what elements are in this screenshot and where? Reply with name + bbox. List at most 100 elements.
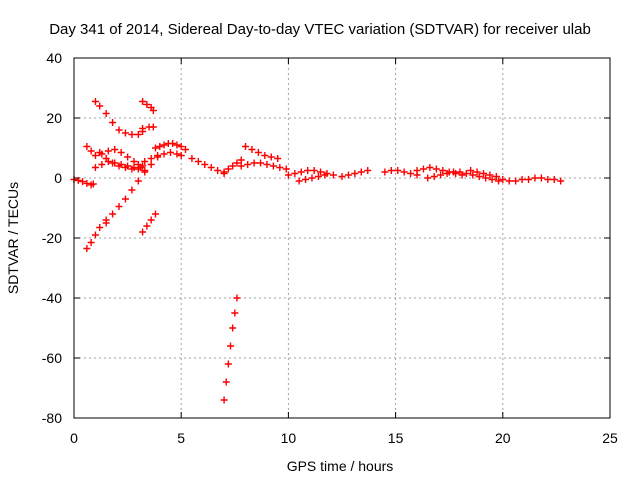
data-point xyxy=(557,177,565,185)
data-point xyxy=(166,149,174,156)
data-point xyxy=(149,123,157,131)
data-point xyxy=(419,165,427,173)
series-s03 xyxy=(102,153,162,224)
data-point xyxy=(141,167,149,174)
series-s10 xyxy=(139,210,159,236)
data-point xyxy=(134,177,142,185)
data-point xyxy=(525,176,533,183)
data-point xyxy=(344,171,352,179)
data-point xyxy=(531,174,539,182)
series-s02 xyxy=(83,219,110,252)
data-point xyxy=(173,150,181,158)
data-point xyxy=(207,164,215,171)
data-point xyxy=(134,131,142,138)
x-tick-label: 25 xyxy=(602,430,618,446)
data-point xyxy=(469,171,477,179)
data-point xyxy=(237,156,245,164)
data-point xyxy=(317,168,325,176)
data-point xyxy=(177,143,185,150)
data-point xyxy=(201,161,209,168)
series-s13 xyxy=(188,155,228,177)
data-point xyxy=(257,159,265,167)
data-point xyxy=(351,170,359,177)
data-point xyxy=(160,141,168,149)
data-point xyxy=(130,158,138,165)
data-point xyxy=(130,164,138,171)
data-point xyxy=(550,176,558,183)
data-point xyxy=(177,152,185,159)
series-s15 xyxy=(220,294,241,404)
data-point xyxy=(115,126,123,134)
data-point xyxy=(139,162,147,170)
y-tick-label: -60 xyxy=(42,350,62,366)
data-point xyxy=(147,155,155,162)
data-point xyxy=(492,173,500,180)
series-s16 xyxy=(242,143,282,162)
data-point xyxy=(499,176,507,183)
data-point xyxy=(141,158,149,165)
data-point xyxy=(482,174,490,182)
data-point xyxy=(231,309,239,317)
data-point xyxy=(430,173,438,180)
data-point xyxy=(147,161,155,168)
data-point xyxy=(357,168,365,176)
data-point xyxy=(121,129,129,137)
data-point xyxy=(480,170,488,177)
data-point xyxy=(321,171,329,179)
data-point xyxy=(308,174,316,182)
data-point xyxy=(102,216,110,224)
data-point xyxy=(134,161,142,168)
data-point xyxy=(269,162,277,170)
data-point xyxy=(276,164,284,171)
series-s06 xyxy=(139,98,157,114)
y-tick-label: 20 xyxy=(46,110,62,126)
data-point xyxy=(512,177,520,185)
data-point xyxy=(486,171,494,179)
data-point xyxy=(220,168,228,176)
series-s22 xyxy=(413,164,466,179)
data-point xyxy=(139,98,147,105)
data-point xyxy=(407,170,415,177)
data-point xyxy=(89,180,97,188)
data-point xyxy=(104,158,112,165)
data-point xyxy=(267,153,275,161)
data-point xyxy=(98,150,106,158)
data-point xyxy=(263,161,271,168)
data-point xyxy=(394,167,402,174)
data-point xyxy=(233,294,241,302)
data-point xyxy=(413,167,421,174)
data-point xyxy=(220,396,228,404)
data-point xyxy=(400,168,408,176)
data-point xyxy=(87,239,95,246)
data-point xyxy=(544,176,552,183)
data-point xyxy=(505,177,513,185)
data-point xyxy=(91,231,99,239)
data-point xyxy=(495,177,503,185)
data-point xyxy=(91,164,99,171)
data-point xyxy=(248,146,256,153)
data-point xyxy=(128,186,136,194)
x-tick-label: 10 xyxy=(281,430,297,446)
data-point xyxy=(456,168,464,176)
series-s23 xyxy=(424,168,503,185)
data-point xyxy=(143,222,151,230)
data-point xyxy=(282,165,290,173)
data-point xyxy=(424,174,432,182)
x-tick-label: 5 xyxy=(177,430,185,446)
y-tick-label: -40 xyxy=(42,290,62,306)
data-point xyxy=(74,176,82,184)
y-axis-label: SDTVAR / TECUs xyxy=(5,182,21,294)
data-point xyxy=(237,162,245,170)
series-s24 xyxy=(467,167,500,180)
data-point xyxy=(338,173,346,180)
series-s25 xyxy=(499,174,565,185)
data-point xyxy=(188,155,196,162)
data-point xyxy=(143,101,151,108)
data-point xyxy=(139,125,147,132)
series-s09 xyxy=(83,143,147,170)
x-tick-label: 15 xyxy=(388,430,404,446)
data-point xyxy=(254,149,262,156)
data-point xyxy=(242,143,250,150)
data-point xyxy=(439,167,447,174)
data-point xyxy=(229,162,237,170)
